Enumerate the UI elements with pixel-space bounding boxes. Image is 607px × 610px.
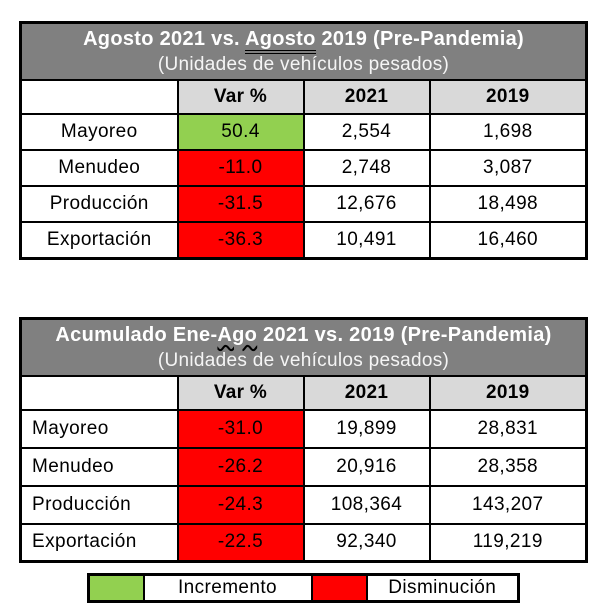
value-2021: 20,916: [302, 446, 431, 487]
table2-title-bar: Acumulado Ene-Ago 2021 vs. 2019 (Pre-Pan…: [19, 317, 588, 377]
table2-header-2019: 2019: [428, 374, 588, 411]
var-cell-decrease: -26.2: [176, 446, 305, 487]
value-2021: 10,491: [302, 221, 431, 259]
table-row: Mayoreo -31.0 19,899 28,831: [19, 408, 588, 449]
table-row: Menudeo -11.0 2,748 3,087: [19, 149, 588, 187]
legend-swatch-disminucion: [310, 573, 368, 603]
value-2021: 92,340: [302, 522, 431, 563]
value-2019: 18,498: [428, 185, 588, 223]
spacer: [19, 260, 607, 317]
row-label-produccion: Producción: [19, 484, 179, 525]
value-2019: 16,460: [428, 221, 588, 259]
row-label-menudeo: Menudeo: [19, 446, 179, 487]
row-label-mayoreo: Mayoreo: [19, 113, 179, 151]
table-row: Producción -31.5 12,676 18,498: [19, 185, 588, 223]
value-2019: 119,219: [428, 522, 588, 563]
legend-swatch-incremento: [87, 573, 145, 603]
row-label-menudeo: Menudeo: [19, 149, 179, 187]
value-2021: 19,899: [302, 408, 431, 449]
legend: Incremento Disminución: [0, 573, 607, 603]
value-2019: 143,207: [428, 484, 588, 525]
table2-subtitle: (Unidades de vehículos pesados): [157, 349, 450, 371]
value-2019: 28,358: [428, 446, 588, 487]
value-2021: 108,364: [302, 484, 431, 525]
report-page: Agosto 2021 vs. Agosto 2019 (Pre-Pandemi…: [19, 21, 607, 563]
table2-corner-cell: [19, 374, 179, 411]
table-row: Producción -24.3 108,364 143,207: [19, 484, 588, 525]
value-2021: 2,748: [302, 149, 431, 187]
table2-title: Acumulado Ene-Ago 2021 vs. 2019 (Pre-Pan…: [55, 323, 552, 346]
var-cell-decrease: -22.5: [176, 522, 305, 563]
row-label-mayoreo: Mayoreo: [19, 408, 179, 449]
table-row: Menudeo -26.2 20,916 28,358: [19, 446, 588, 487]
var-cell-increase: 50.4: [176, 113, 305, 151]
table-agosto-monthly: Agosto 2021 vs. Agosto 2019 (Pre-Pandemi…: [19, 21, 589, 260]
table2-title-wavy-word: Ago: [217, 323, 258, 346]
var-cell-decrease: -36.3: [176, 221, 305, 259]
value-2021: 12,676: [302, 185, 431, 223]
table1-subtitle: (Unidades de vehículos pesados): [157, 54, 450, 75]
table1-title-bar: Agosto 2021 vs. Agosto 2019 (Pre-Pandemi…: [19, 21, 588, 81]
var-cell-decrease: -24.3: [176, 484, 305, 525]
row-label-exportacion: Exportación: [19, 522, 179, 563]
var-cell-decrease: -31.0: [176, 408, 305, 449]
value-2019: 1,698: [428, 113, 588, 151]
table2-header-var: Var %: [176, 374, 305, 411]
var-cell-decrease: -11.0: [176, 149, 305, 187]
table1-header-2021: 2021: [302, 79, 431, 115]
table-row: Exportación -22.5 92,340 119,219: [19, 522, 588, 563]
table1-title-underlined-word: Agosto: [244, 28, 316, 54]
row-label-produccion: Producción: [19, 185, 179, 223]
legend-label-disminucion: Disminución: [365, 573, 520, 603]
table-row: Mayoreo 50.4 2,554 1,698: [19, 113, 588, 151]
var-cell-decrease: -31.5: [176, 185, 305, 223]
table-acumulado: Acumulado Ene-Ago 2021 vs. 2019 (Pre-Pan…: [19, 316, 589, 563]
value-2019: 28,831: [428, 408, 588, 449]
value-2021: 2,554: [302, 113, 431, 151]
legend-table: Incremento Disminución: [87, 573, 520, 603]
table1-corner-cell: [19, 79, 179, 115]
legend-label-incremento: Incremento: [142, 573, 313, 603]
table1-header-var: Var %: [176, 79, 305, 115]
row-label-exportacion: Exportación: [19, 221, 179, 259]
value-2019: 3,087: [428, 149, 588, 187]
table-row: Exportación -36.3 10,491 16,460: [19, 221, 588, 259]
table2-header-2021: 2021: [302, 374, 431, 411]
table1-header-2019: 2019: [428, 79, 588, 115]
table1-title: Agosto 2021 vs. Agosto 2019 (Pre-Pandemi…: [26, 26, 581, 54]
